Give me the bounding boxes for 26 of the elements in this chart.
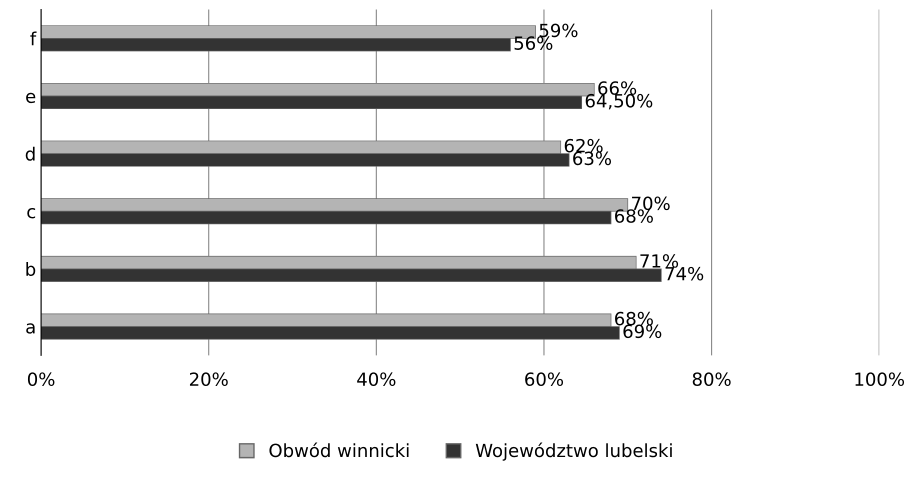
- data-label: 62%: [564, 138, 603, 153]
- data-label: 64,50%: [586, 94, 652, 110]
- x-tick-label: 40%: [357, 372, 396, 386]
- data-label: 70%: [632, 196, 670, 210]
- x-tick-label: 100%: [855, 372, 904, 386]
- data-label: 66%: [598, 81, 636, 95]
- y-tick-label: b: [26, 262, 36, 276]
- y-tick-label: a: [26, 323, 35, 334]
- x-tick-label: 0%: [28, 372, 54, 386]
- y-tick-label: e: [26, 92, 36, 104]
- y-tick-label: c: [27, 208, 36, 218]
- legend-label: Województwo lubelski: [476, 442, 672, 461]
- data-label: 63%: [573, 152, 612, 166]
- y-tick-label: d: [26, 146, 35, 161]
- data-label: 68%: [615, 312, 653, 326]
- y-tick-label: f: [30, 32, 37, 46]
- x-tick-label: 60%: [525, 372, 564, 386]
- legend-label: Obwód winnicki: [269, 442, 408, 458]
- data-label: 69%: [623, 324, 662, 338]
- data-label: 74%: [666, 266, 704, 280]
- data-label: 68%: [615, 209, 653, 223]
- data-label: 71%: [640, 254, 678, 268]
- data-label: 56%: [514, 36, 552, 50]
- data-label: 59%: [540, 24, 578, 38]
- x-tick-label: 20%: [190, 372, 228, 386]
- x-tick-label: 80%: [692, 372, 731, 386]
